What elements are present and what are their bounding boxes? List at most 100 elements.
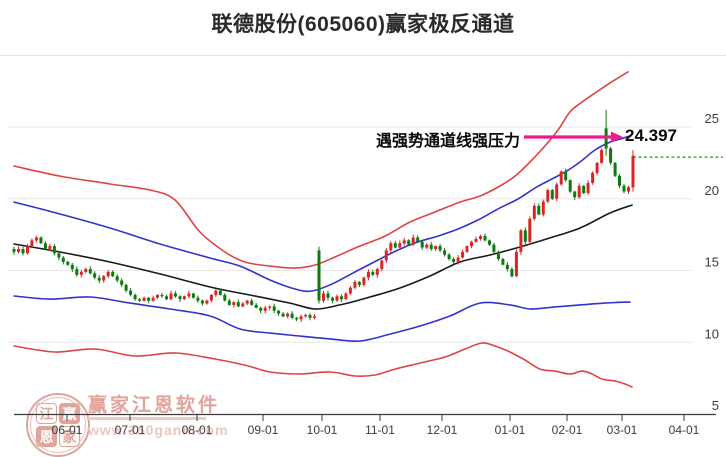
candle-body bbox=[586, 183, 590, 193]
candle-body bbox=[250, 300, 254, 305]
candle-body bbox=[200, 300, 204, 304]
candle-body bbox=[236, 302, 240, 307]
page-title: 联德股份(605060)赢家极反通道 bbox=[211, 13, 515, 36]
candle-body bbox=[411, 237, 415, 245]
candle-body bbox=[205, 300, 209, 304]
candle-body bbox=[456, 257, 460, 262]
candle-body bbox=[84, 269, 88, 272]
candle-body bbox=[582, 185, 586, 193]
candle-body bbox=[272, 306, 276, 311]
candle-body bbox=[618, 175, 621, 186]
candle-body bbox=[452, 259, 456, 262]
candle-body bbox=[48, 246, 52, 249]
x-axis-label-06-01: 06-01 bbox=[52, 423, 83, 437]
candle-body bbox=[501, 259, 505, 265]
candle-body bbox=[232, 302, 236, 305]
candle-body bbox=[631, 155, 635, 188]
candle-body bbox=[375, 269, 379, 275]
x-axis-label-10-01: 10-01 bbox=[307, 423, 338, 437]
candle-body bbox=[147, 297, 151, 301]
candle-body bbox=[550, 190, 554, 199]
x-axis-label-11-01: 11-01 bbox=[365, 423, 395, 437]
panel-divider bbox=[0, 55, 726, 56]
candle-body bbox=[182, 296, 186, 300]
candle-body bbox=[479, 236, 482, 239]
candle-body bbox=[227, 300, 231, 305]
candle-body bbox=[331, 297, 334, 301]
candle-body bbox=[523, 230, 527, 242]
candle-body bbox=[496, 251, 500, 259]
candle-body bbox=[348, 287, 352, 294]
y-axis-label-10: 10 bbox=[705, 326, 719, 341]
candle-body bbox=[174, 293, 177, 297]
candle-body bbox=[600, 150, 604, 163]
candle-body bbox=[474, 238, 478, 242]
candle-body bbox=[43, 243, 47, 249]
candle-body bbox=[429, 244, 433, 249]
x-axis-label-12-01: 12-01 bbox=[427, 423, 458, 437]
candle-body bbox=[627, 187, 630, 192]
candle-body bbox=[133, 294, 137, 300]
candle-body bbox=[295, 317, 299, 320]
candle-body bbox=[79, 271, 83, 275]
candle-body bbox=[57, 253, 61, 258]
watermark-brand-text: 赢家江恩软件 bbox=[88, 395, 221, 416]
candle-body bbox=[366, 271, 370, 278]
candle-body bbox=[577, 185, 581, 198]
candle-body bbox=[362, 277, 366, 285]
resistance-price-label: 24.397 bbox=[625, 126, 677, 145]
candle-body bbox=[510, 269, 514, 277]
candle-body bbox=[532, 205, 536, 219]
candle-body bbox=[97, 277, 101, 281]
x-axis-label-04-01: 04-01 bbox=[669, 423, 700, 437]
candle-body bbox=[393, 243, 397, 248]
candle-body bbox=[622, 185, 626, 192]
candle-body bbox=[241, 303, 245, 307]
candle-body bbox=[434, 246, 438, 249]
candle-body bbox=[111, 271, 115, 277]
x-axis-label-07-01: 07-01 bbox=[115, 423, 146, 437]
candle-body bbox=[380, 260, 384, 270]
watermark-url-text: www.360gann.com bbox=[88, 422, 229, 438]
candle-body bbox=[420, 241, 424, 248]
candle-body bbox=[30, 240, 34, 247]
candle-body bbox=[191, 293, 195, 298]
candle-body bbox=[169, 293, 173, 300]
candle-body bbox=[313, 316, 316, 318]
candle-body bbox=[254, 304, 258, 308]
candle-body bbox=[151, 297, 155, 301]
y-axis-label-25: 25 bbox=[705, 111, 719, 126]
candle-body bbox=[245, 300, 249, 304]
candle-body bbox=[353, 282, 357, 288]
candle-body bbox=[129, 290, 133, 295]
candle-body bbox=[259, 307, 263, 311]
candle-body bbox=[438, 246, 442, 251]
y-axis-label-20: 20 bbox=[705, 183, 719, 198]
candle-body bbox=[546, 190, 550, 202]
candle-body bbox=[609, 148, 613, 163]
candle-body bbox=[106, 271, 110, 277]
candle-body bbox=[407, 240, 411, 245]
candle-body bbox=[66, 261, 70, 265]
candle-body bbox=[371, 271, 375, 275]
candle-body bbox=[470, 241, 473, 247]
candle-body bbox=[488, 240, 491, 245]
watermark-seal-logo: 江 赢 恩 家 bbox=[26, 393, 90, 457]
candle-body bbox=[461, 251, 465, 258]
x-axis-label-09-01: 09-01 bbox=[248, 423, 279, 437]
candle-body bbox=[214, 290, 218, 295]
candle-body bbox=[263, 307, 267, 311]
candle-body bbox=[389, 243, 393, 251]
channel-line-lower-rail-red bbox=[13, 342, 633, 388]
candle-body bbox=[268, 306, 272, 308]
candle-body bbox=[120, 280, 124, 285]
watermark-underline-bar bbox=[88, 417, 206, 420]
candle-body bbox=[447, 254, 451, 259]
candle-body bbox=[61, 257, 65, 262]
candle-body bbox=[344, 293, 348, 300]
candle-body bbox=[34, 237, 38, 241]
candle-body bbox=[26, 246, 29, 254]
candle-body bbox=[290, 313, 294, 318]
candle-body bbox=[483, 236, 487, 241]
candle-body bbox=[335, 296, 339, 301]
